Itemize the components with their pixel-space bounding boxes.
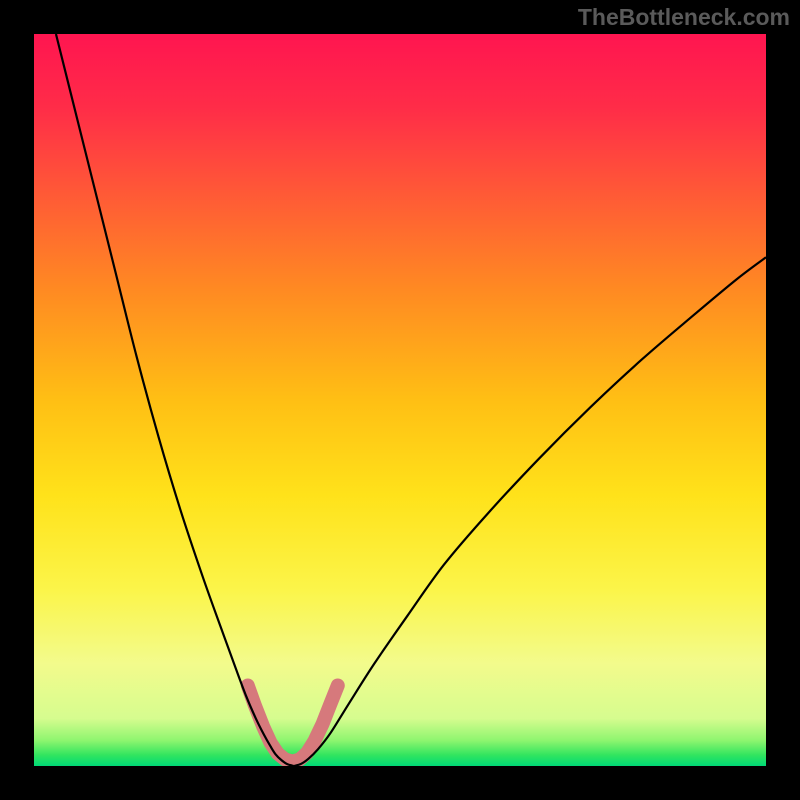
trough-marker [248, 685, 338, 761]
plot-area [34, 34, 766, 766]
curve-layer [34, 34, 766, 766]
curve-right [294, 257, 766, 766]
watermark-text: TheBottleneck.com [578, 4, 790, 31]
chart-frame: TheBottleneck.com [0, 0, 800, 800]
curve-left [56, 34, 294, 766]
